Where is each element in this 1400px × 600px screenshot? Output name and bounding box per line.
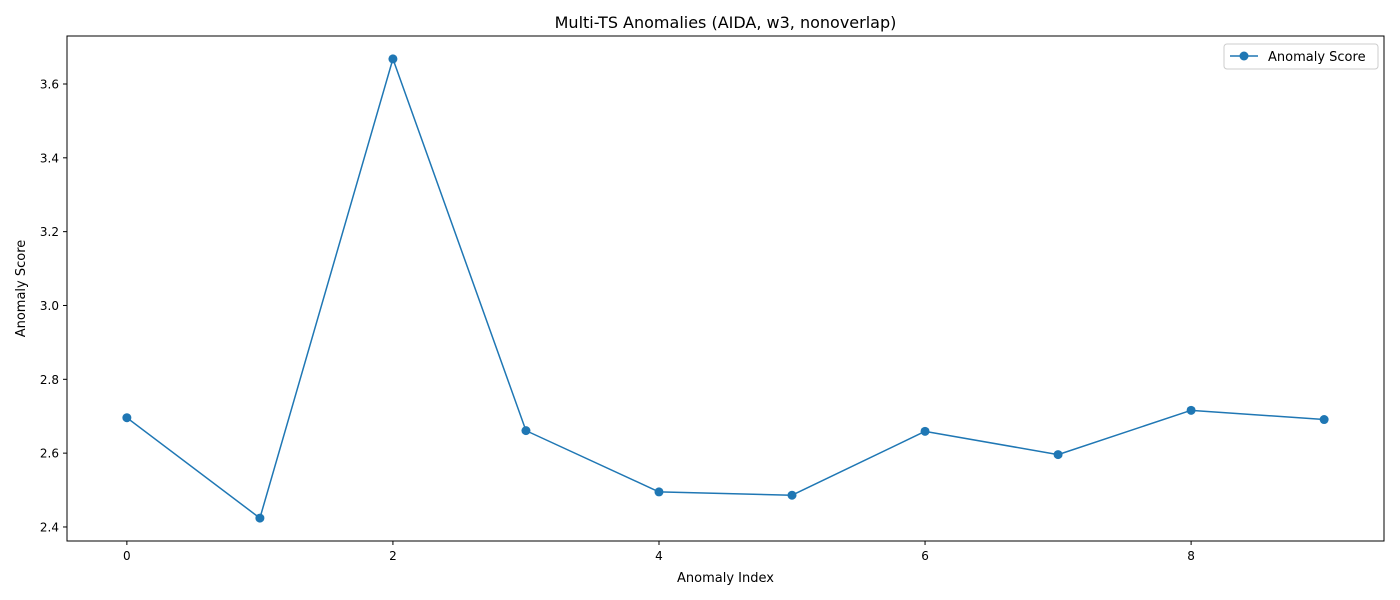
plot-area-frame: [66, 35, 1385, 542]
data-point: [521, 426, 531, 436]
x-tick-label: 2: [389, 549, 397, 563]
data-point: [654, 487, 664, 497]
data-point: [1053, 450, 1063, 460]
y-tick-label: 3.2: [40, 225, 59, 239]
x-tick-label: 0: [123, 549, 131, 563]
legend: Anomaly Score: [1223, 43, 1379, 70]
y-tick-label: 2.4: [40, 520, 59, 534]
series-line-0: [126, 58, 1325, 519]
data-point: [1186, 405, 1196, 415]
x-axis: 0 2 4 6 8: [123, 541, 1195, 563]
y-tick-label: 2.8: [40, 373, 59, 387]
x-axis-label: Anomaly Index: [677, 571, 774, 586]
y-tick-label: 3.4: [40, 151, 59, 165]
data-point: [122, 413, 132, 423]
x-tick-label: 6: [921, 549, 929, 563]
legend-entry-anomaly-score: Anomaly Score: [1268, 50, 1366, 65]
x-tick-label: 8: [1187, 549, 1195, 563]
data-point: [1319, 415, 1329, 425]
x-tick-label: 4: [655, 549, 663, 563]
data-point: [920, 426, 930, 436]
data-point: [255, 513, 265, 523]
y-tick-label: 3.0: [40, 299, 59, 313]
legend-box: [1223, 43, 1379, 70]
chart-title: Multi-TS Anomalies (AIDA, w3, nonoverlap…: [555, 13, 897, 32]
y-axis-label: Anomaly Score: [14, 240, 29, 338]
y-tick-label: 2.6: [40, 447, 59, 461]
y-tick-label: 3.6: [40, 77, 59, 91]
data-point: [388, 54, 398, 64]
data-point: [787, 490, 797, 500]
legend-marker-icon: [1239, 51, 1249, 61]
y-axis: 2.4 2.6 2.8 3.0 3.2 3.4 3.6: [40, 77, 67, 534]
series-layer: [122, 54, 1329, 523]
